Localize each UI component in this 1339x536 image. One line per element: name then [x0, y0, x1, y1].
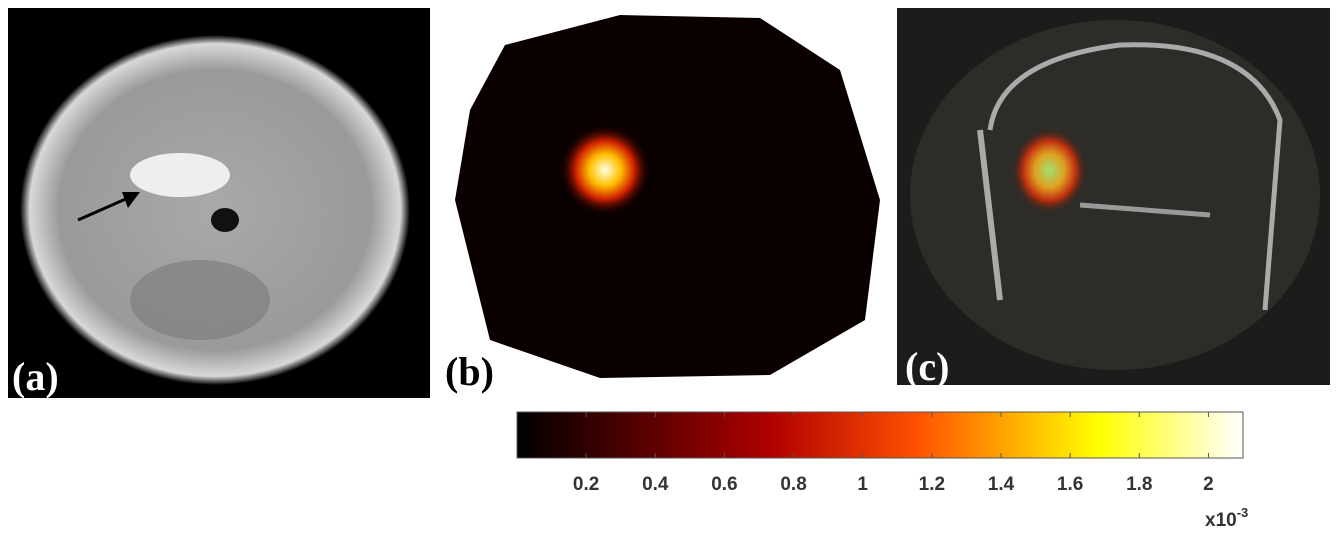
colorbar-tick-label: 1.2	[919, 474, 945, 495]
colorbar-tick-label: 1	[857, 474, 868, 495]
colorbar-tick-label: 0.6	[711, 474, 737, 495]
panel-label: (a)	[12, 354, 59, 399]
panel-label: (b)	[445, 349, 494, 394]
panel-b: (b)	[445, 15, 880, 394]
colorbar-tick-label: 1.6	[1057, 474, 1083, 495]
multiplier-exponent: -3	[1237, 505, 1249, 520]
panel-a: (a)	[8, 8, 430, 399]
colorbar-tick-label: 2	[1203, 474, 1214, 495]
colorbar-tick-label: 0.8	[780, 474, 806, 495]
colorbar	[517, 412, 1243, 458]
figure: (a) (b) (c) 0.2 0.4 0.6 0.8 1 1.2 1.4 1.6 1.8 2 x…	[0, 0, 1339, 536]
colorbar-multiplier: x10-3	[1205, 505, 1248, 531]
panel-c: (c)	[897, 8, 1330, 389]
colorbar-tick-label: 0.4	[642, 474, 669, 495]
panel-label: (c)	[905, 344, 949, 389]
multiplier-base: x10	[1205, 510, 1237, 531]
colorbar-tick-label: 1.8	[1126, 474, 1152, 495]
colorbar-tick-label: 0.2	[573, 474, 599, 495]
colorbar-tick-label: 1.4	[988, 474, 1015, 495]
